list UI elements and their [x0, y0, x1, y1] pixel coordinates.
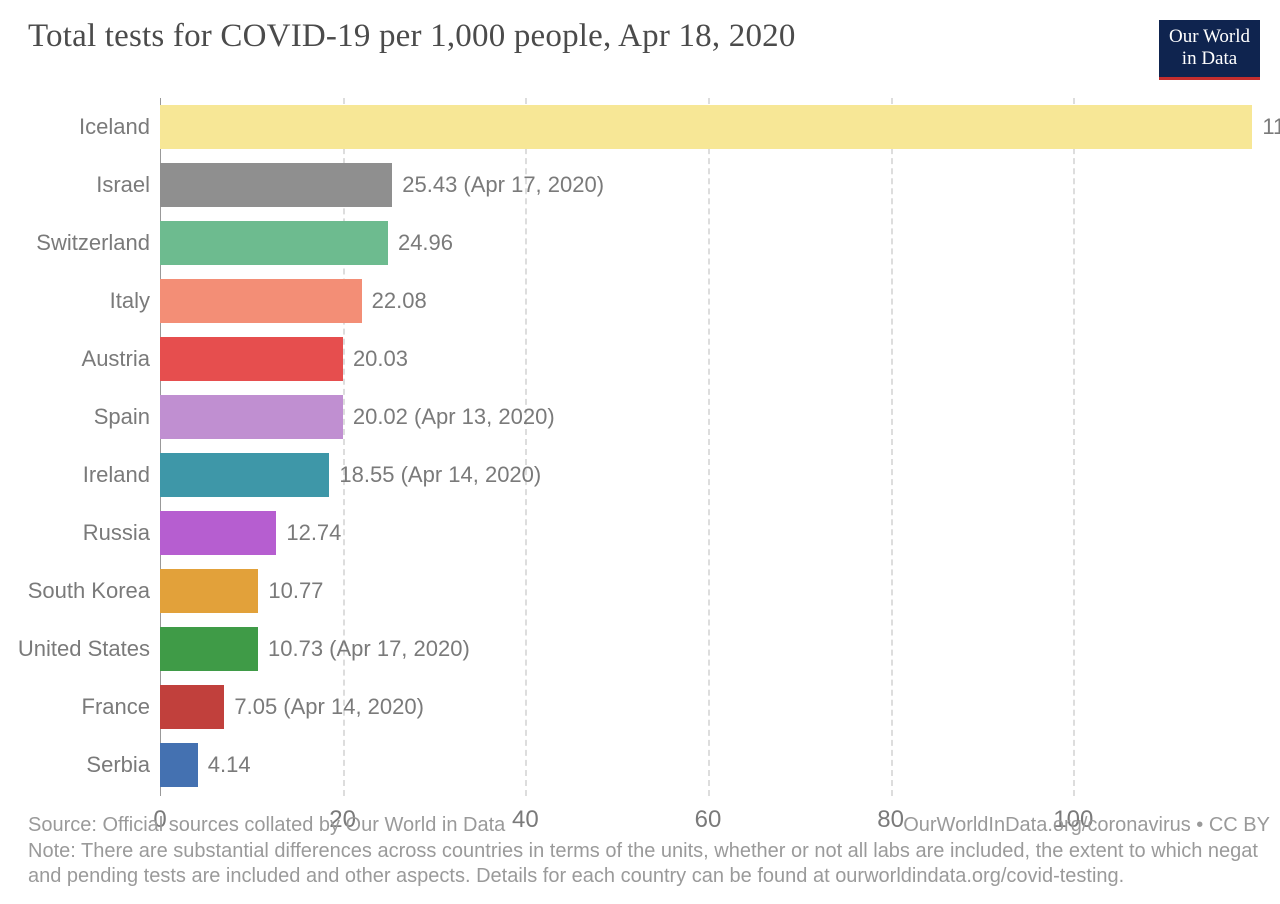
logo-line-2: in Data — [1169, 48, 1250, 70]
category-label: Ireland — [0, 462, 150, 488]
note-line-1: Note: There are substantial differences … — [28, 839, 1280, 865]
value-label: 18.55 (Apr 14, 2020) — [339, 462, 541, 488]
bar-row: Italy 22.08 — [0, 272, 1280, 330]
footer: Source: Official sources collated by Our… — [28, 813, 1280, 890]
bar-row: Russia 12.74 — [0, 504, 1280, 562]
value-label: 10.73 (Apr 17, 2020) — [268, 636, 470, 662]
bar-row: Switzerland 24.96 — [0, 214, 1280, 272]
value-label: 20.03 — [353, 346, 408, 372]
bar — [160, 743, 198, 787]
value-label: 22.08 — [372, 288, 427, 314]
bar — [160, 453, 329, 497]
value-label: 20.02 (Apr 13, 2020) — [353, 404, 555, 430]
chart-container: Total tests for COVID-19 per 1,000 peopl… — [0, 0, 1280, 904]
bar-row: United States 10.73 (Apr 17, 2020) — [0, 620, 1280, 678]
category-label: Serbia — [0, 752, 150, 778]
value-label: 4.14 — [208, 752, 251, 778]
category-label: Italy — [0, 288, 150, 314]
category-label: United States — [0, 636, 150, 662]
chart-area: 020406080100 Iceland119.6 (Apr 17, 2020)… — [0, 98, 1280, 796]
bar-row: Ireland 18.55 (Apr 14, 2020) — [0, 446, 1280, 504]
category-label: Israel — [0, 172, 150, 198]
value-label: 25.43 (Apr 17, 2020) — [402, 172, 604, 198]
bar-row: Serbia 4.14 — [0, 736, 1280, 794]
category-label: Iceland — [0, 114, 150, 140]
bar-row: Israel 25.43 (Apr 17, 2020) — [0, 156, 1280, 214]
category-label: South Korea — [0, 578, 150, 604]
note-line-2: and pending tests are included and other… — [28, 864, 1280, 890]
value-label: 10.77 — [268, 578, 323, 604]
value-label: 12.74 — [286, 520, 341, 546]
bar-row: Iceland 119.6 (Apr 17, 2020) — [0, 98, 1280, 156]
category-label: Russia — [0, 520, 150, 546]
bar-row: France 7.05 (Apr 14, 2020) — [0, 678, 1280, 736]
bar — [160, 685, 224, 729]
source-text: Source: Official sources collated by Our… — [28, 813, 505, 839]
header: Total tests for COVID-19 per 1,000 peopl… — [0, 18, 1280, 80]
owid-logo: Our World in Data — [1159, 20, 1260, 80]
bar — [160, 221, 388, 265]
bar — [160, 511, 276, 555]
bar-row: Austria 20.03 — [0, 330, 1280, 388]
bar-row: Spain 20.02 (Apr 13, 2020) — [0, 388, 1280, 446]
value-label: 24.96 — [398, 230, 453, 256]
category-label: France — [0, 694, 150, 720]
category-label: Switzerland — [0, 230, 150, 256]
value-label: 7.05 (Apr 14, 2020) — [234, 694, 424, 720]
logo-line-1: Our World — [1169, 26, 1250, 48]
category-label: Austria — [0, 346, 150, 372]
attribution-text: OurWorldInData.org/coronavirus • CC BY — [903, 813, 1270, 839]
bar — [160, 279, 362, 323]
bar — [160, 569, 258, 613]
bar — [160, 105, 1252, 149]
bar — [160, 395, 343, 439]
bar — [160, 627, 258, 671]
bar-row: South Korea 10.77 — [0, 562, 1280, 620]
value-label: 119.6 (Apr 17, 2020) — [1262, 114, 1280, 140]
category-label: Spain — [0, 404, 150, 430]
chart-title: Total tests for COVID-19 per 1,000 peopl… — [28, 18, 796, 55]
bar — [160, 337, 343, 381]
bar — [160, 163, 392, 207]
